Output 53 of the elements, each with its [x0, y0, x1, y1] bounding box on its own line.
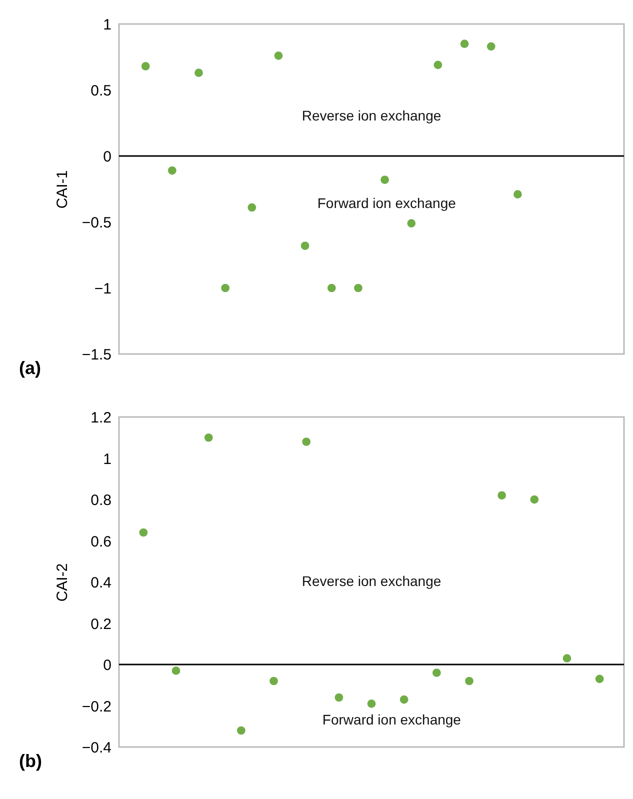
point [300, 242, 310, 250]
y-tick-label: 0.2 [90, 616, 112, 633]
point [274, 52, 283, 60]
y-tick-label: 0.4 [90, 574, 112, 592]
point [432, 668, 441, 677]
y-tick-label: 0 [103, 657, 112, 674]
point [530, 495, 539, 504]
y-tick-label: 0.5 [90, 82, 112, 100]
point [380, 176, 389, 184]
point [334, 693, 344, 702]
annotation: Reverse ion exchange [302, 573, 442, 589]
point [236, 726, 246, 735]
point [367, 700, 376, 708]
y-tick-label: −1.5 [82, 346, 112, 364]
annotation: Forward ion exchange [322, 712, 462, 728]
point [407, 219, 416, 228]
point [460, 40, 469, 48]
point [141, 62, 150, 70]
point [465, 676, 474, 686]
point [354, 284, 362, 292]
annotation: Forward ion exchange [317, 194, 456, 211]
y-tick-label: −0.5 [82, 214, 112, 232]
y-tick-label: −1 [94, 280, 112, 298]
point [434, 60, 442, 70]
y-tick-label: 1 [103, 450, 112, 468]
point [194, 68, 203, 78]
point [204, 433, 213, 442]
point [270, 676, 278, 686]
point [221, 284, 230, 292]
point [486, 42, 496, 51]
y-tick-label: 1 [103, 16, 112, 34]
y-tick-label: 1.2 [90, 410, 112, 426]
y-axis-title: CAI-2 [54, 563, 71, 602]
point [139, 528, 148, 537]
y-tick-label: 0 [103, 148, 112, 166]
point [595, 674, 604, 684]
text: (b) [19, 751, 42, 771]
point [248, 203, 256, 212]
y-tick-label: 0.8 [90, 492, 112, 509]
point [172, 666, 180, 675]
point [302, 438, 311, 446]
y-axis-title: CAI-1 [54, 170, 71, 209]
annotation: Reverse ion exchange [302, 107, 442, 124]
point [327, 284, 336, 292]
point [400, 695, 408, 704]
y-tick-label: 0.6 [90, 533, 112, 550]
point [168, 166, 176, 175]
point [562, 654, 572, 662]
point [514, 190, 522, 198]
text: (a) [19, 358, 42, 378]
y-tick-label: −0.4 [82, 740, 112, 756]
y-tick-label: −0.2 [82, 698, 112, 716]
point [498, 491, 506, 500]
